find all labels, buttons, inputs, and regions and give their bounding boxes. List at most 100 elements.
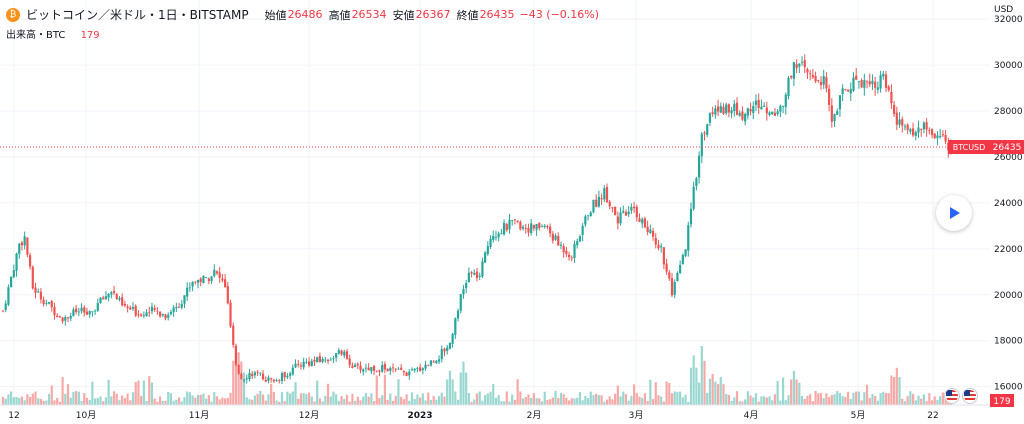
- volume-bar: [776, 381, 779, 405]
- candle-body: [191, 282, 194, 287]
- volume-bar: [145, 400, 148, 405]
- candle-body: [121, 297, 124, 306]
- volume-bar: [337, 400, 340, 405]
- candle-body: [641, 219, 644, 224]
- candle-body: [96, 303, 99, 311]
- candle-body: [413, 369, 416, 371]
- us-flag-icon[interactable]: [944, 388, 960, 404]
- volume-bar: [917, 395, 920, 405]
- volume-bar: [784, 400, 787, 405]
- volume-bar: [305, 394, 308, 405]
- candle-body: [23, 236, 26, 246]
- volume-bar: [465, 372, 468, 405]
- volume-bar: [93, 398, 97, 405]
- volume-bar: [256, 393, 259, 405]
- replay-button[interactable]: [936, 195, 972, 231]
- candle-body: [825, 77, 828, 89]
- volume-bar: [771, 400, 774, 405]
- candle-body: [245, 378, 248, 380]
- volume-bar: [500, 401, 503, 405]
- symbol-title[interactable]: ビットコイン／米ドル・1日・BITSTAMP: [26, 8, 249, 22]
- volume-bar: [248, 399, 251, 405]
- volume-bar: [37, 398, 40, 405]
- candle-body: [744, 113, 747, 122]
- volume-bar: [757, 401, 760, 405]
- volume-bar: [354, 400, 357, 405]
- volume-bar: [443, 396, 446, 405]
- candle-body: [427, 364, 430, 366]
- volume-bar: [88, 400, 91, 405]
- volume-bar: [828, 397, 831, 405]
- candle-body: [80, 307, 83, 312]
- volume-bar: [123, 398, 126, 405]
- candle-body: [578, 236, 582, 242]
- candle-body: [169, 312, 173, 315]
- candle-body: [340, 350, 343, 355]
- candle-body: [53, 307, 56, 316]
- volume-bar: [321, 401, 324, 405]
- candle-body: [668, 272, 671, 279]
- candle-body: [397, 368, 400, 370]
- volume-bar: [416, 394, 419, 405]
- candle-body: [600, 198, 603, 200]
- y-tick-label: 26000: [994, 153, 1023, 163]
- candle-body: [589, 212, 592, 216]
- candle-body: [456, 310, 460, 319]
- candle-body: [326, 359, 330, 362]
- volume-bar: [118, 400, 121, 405]
- volume-bar: [172, 400, 175, 405]
- volume-bar: [148, 375, 151, 405]
- volume-bar: [698, 382, 701, 405]
- time-axis[interactable]: 12 10月 11月 12月 2023 2月 3月 4月 5月 22: [0, 404, 990, 421]
- volume-bar: [53, 400, 56, 405]
- volume-bar: [270, 383, 273, 405]
- candle-body: [115, 294, 118, 300]
- volume-bar: [202, 393, 205, 405]
- candle-body: [603, 188, 606, 200]
- low-value: 26367: [415, 8, 451, 21]
- candle-body: [860, 80, 863, 88]
- us-flag-icon[interactable]: [962, 388, 978, 404]
- volume-bar: [760, 396, 763, 405]
- candle-body: [643, 218, 647, 228]
- candle-body: [150, 306, 154, 312]
- candle-body: [156, 310, 159, 312]
- candle-body: [175, 306, 178, 309]
- candle-body: [107, 293, 110, 298]
- volume-bar: [137, 380, 140, 405]
- volume-bar: [158, 396, 162, 405]
- candle-body: [597, 196, 600, 207]
- volume-bar: [657, 395, 660, 405]
- currency-label[interactable]: USD: [994, 5, 1014, 15]
- change-value: −43 (−0.16%): [519, 8, 600, 21]
- volume-bar: [478, 391, 481, 405]
- volume-bar: [700, 346, 703, 405]
- volume-bar: [218, 399, 221, 405]
- volume-bar: [18, 397, 21, 405]
- candle-body: [513, 219, 517, 220]
- candle-body: [559, 244, 563, 246]
- volume-bar: [408, 400, 411, 405]
- volume-bar: [356, 396, 359, 405]
- volume-bar: [765, 397, 768, 405]
- volume-bar: [887, 393, 890, 405]
- volume-bar: [110, 396, 113, 405]
- volume-bar: [790, 379, 793, 405]
- volume-bar: [272, 391, 275, 405]
- price-axis[interactable]: 16000 18000 20000 22000 24000 26000 28000 30000…: [990, 15, 1024, 407]
- candle-body: [391, 367, 395, 369]
- candle-body: [887, 86, 890, 91]
- volume-bar: [20, 396, 24, 405]
- volume-bar: [649, 379, 652, 405]
- candle-body: [224, 279, 227, 288]
- candle-body: [573, 244, 576, 259]
- candle-body: [172, 307, 175, 313]
- candle-body: [584, 216, 587, 225]
- candle-body: [687, 225, 690, 251]
- volume-label[interactable]: 出来高・BTC: [6, 30, 66, 41]
- volume-bar: [47, 394, 51, 405]
- volume-bar: [26, 394, 29, 405]
- volume-bar: [914, 400, 917, 405]
- candle-body: [56, 315, 59, 318]
